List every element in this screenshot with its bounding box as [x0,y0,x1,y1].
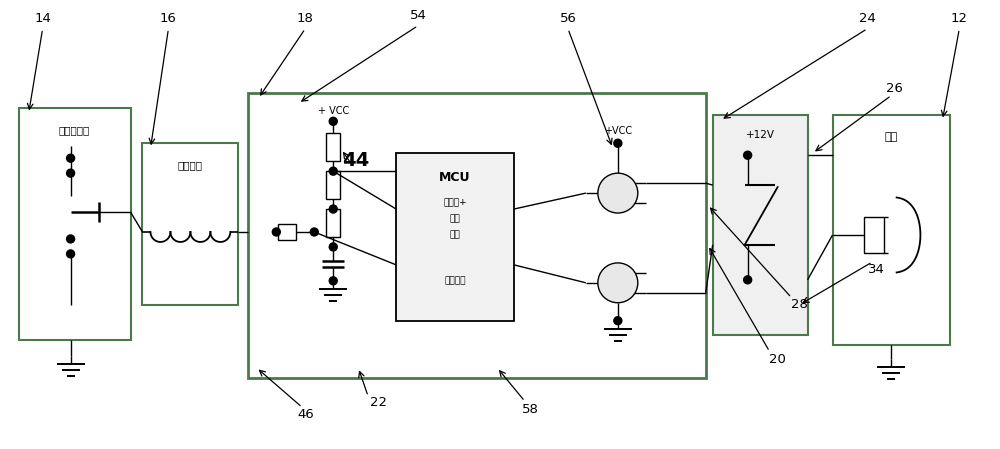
Bar [326,133,340,161]
Text: + VCC: + VCC [318,106,349,116]
Text: MCU: MCU [439,171,471,184]
Bar [326,171,340,199]
Bar [326,209,340,237]
Text: 继电器+: 继电器+ [443,198,467,207]
Circle shape [329,205,337,213]
Circle shape [744,276,752,284]
Circle shape [598,173,638,213]
Text: 22: 22 [370,396,387,409]
Text: 读取: 读取 [450,230,460,239]
Circle shape [598,263,638,303]
Text: 18: 18 [297,12,314,25]
Circle shape [329,243,337,251]
Text: 28: 28 [791,298,808,311]
Circle shape [614,139,622,147]
Text: 58: 58 [522,403,538,416]
Circle shape [272,228,280,236]
Bar [864,217,884,253]
Text: 56: 56 [559,12,576,25]
Circle shape [329,117,337,125]
Text: 54: 54 [410,9,427,22]
Bar [833,115,950,345]
Circle shape [310,228,318,236]
Bar [248,93,706,378]
Text: 46: 46 [297,408,314,421]
Bar [142,143,238,305]
Circle shape [329,167,337,175]
Circle shape [744,151,752,159]
Circle shape [67,235,75,243]
Text: 喇叭垫开关: 喇叭垫开关 [59,125,90,135]
Bar [713,115,808,335]
Text: +VCC: +VCC [604,126,632,136]
Text: 44: 44 [342,151,369,170]
Bar [19,108,131,339]
Text: （警报）: （警报） [444,276,466,285]
Circle shape [329,277,337,285]
Text: 34: 34 [868,264,885,276]
Text: 14: 14 [34,12,51,25]
Bar [278,224,296,240]
Text: 12: 12 [951,12,968,25]
Text: 16: 16 [160,12,177,25]
Text: 20: 20 [769,353,786,366]
Circle shape [614,317,622,325]
Circle shape [67,154,75,162]
Text: 输出: 输出 [450,215,460,224]
Text: 26: 26 [886,82,903,95]
Text: +12V: +12V [746,130,775,140]
Text: 24: 24 [859,12,876,25]
Circle shape [67,169,75,177]
Text: 钟表弹簧: 钟表弹簧 [178,160,203,170]
Text: 喇叭: 喇叭 [885,132,898,142]
Circle shape [67,250,75,258]
Bar [396,153,514,321]
